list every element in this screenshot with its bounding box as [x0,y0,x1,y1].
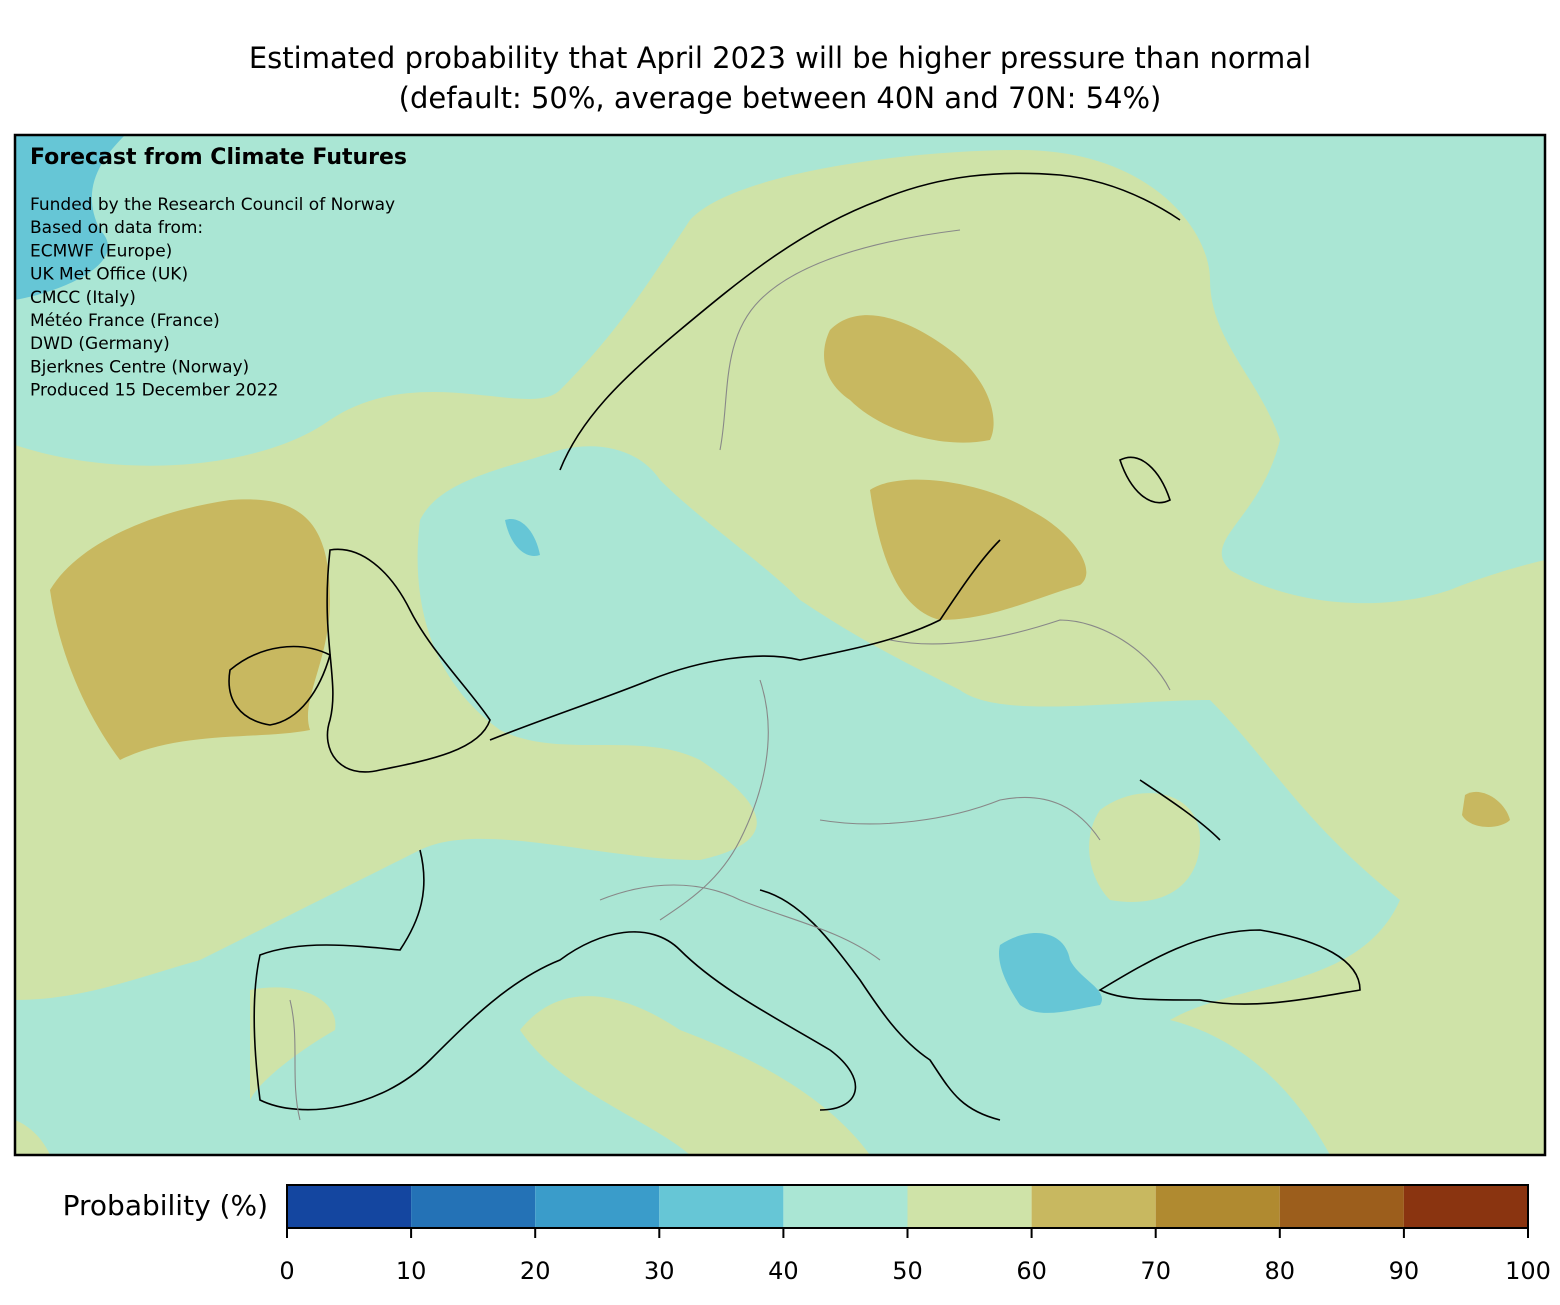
title-line: Estimated probability that April 2023 wi… [249,41,1311,75]
annotation-line: Bjerknes Centre (Norway) [30,357,249,377]
map-frame [13,133,1547,1157]
colorbar-segment [1403,1185,1528,1228]
map [15,135,1545,1155]
region-50-60 [1089,793,1200,902]
region-60-70 [870,479,1087,620]
region-50-60 [250,987,336,1100]
colorbar-tick-label: 10 [396,1257,427,1285]
colorbar-segment [659,1185,784,1228]
borders [289,229,1171,1121]
region-30-40 [15,135,125,300]
colorbar-segment [783,1185,908,1228]
colorbar-tick-label: 0 [279,1257,294,1285]
colorbar-segment [1155,1185,1280,1228]
annotation-line: Based on data from: [30,218,203,238]
annotation-line: UK Met Office (UK) [30,265,188,285]
colorbar-segment [907,1185,1032,1228]
colorbar-tick-label: 80 [1265,1257,1296,1285]
colorbar: 0 10 20 30 40 50 60 70 80 90 100 [279,1184,1551,1285]
annotation-lines: Funded by the Research Council of Norway… [30,195,395,401]
colorbar-segment [1031,1185,1156,1228]
colorbar-tick-label: 70 [1140,1257,1171,1285]
colorbar-tick-label: 40 [768,1257,799,1285]
region-60-70 [1462,791,1510,827]
coastlines [228,172,1361,1121]
region-50-60 [15,150,1545,1155]
colorbar-tick-label: 20 [520,1257,551,1285]
annotation-heading: Forecast from Climate Futures [30,145,407,170]
region-50-60 [15,1120,50,1155]
annotation-line: CMCC (Italy) [30,288,136,308]
annotation-line: Produced 15 December 2022 [30,381,278,401]
region-60-70 [50,499,330,760]
colorbar-tick-label: 60 [1016,1257,1047,1285]
region-30-40 [505,519,540,556]
colorbar-segment [411,1185,536,1228]
colorbar-segment [1279,1185,1404,1228]
colorbar-tick-label: 50 [892,1257,923,1285]
colorbar-tick-label: 100 [1505,1257,1551,1285]
annotation-line: ECMWF (Europe) [30,241,172,261]
annotation-line: Funded by the Research Council of Norway [30,195,395,215]
colorbar-segment [535,1185,660,1228]
colorbar-tick-label: 90 [1389,1257,1420,1285]
colorbar-tick-label: 30 [644,1257,675,1285]
region-50-60 [520,996,870,1155]
title-line: (default: 50%, average between 40N and 7… [399,81,1162,115]
colorbar-segment [287,1185,412,1228]
annotation-line: Météo France (France) [30,311,220,331]
region-60-70 [824,315,994,443]
region-30-40 [999,933,1103,1013]
colorbar-label: Probability (%) [63,1189,268,1222]
annotation-line: DWD (Germany) [30,334,170,354]
